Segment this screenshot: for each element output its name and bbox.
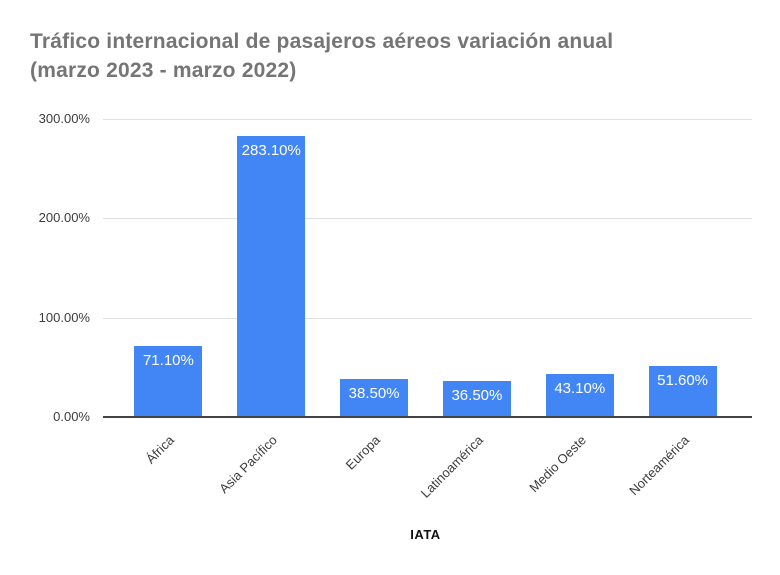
- bar-asia-pacifico[interactable]: [237, 135, 306, 417]
- bar-value-label-europa: 38.50%: [348, 384, 400, 402]
- x-axis-title: IATA: [410, 527, 441, 542]
- chart-title: Tráfico internacional de pasajeros aéreo…: [30, 27, 760, 85]
- chart-title-line-1: Tráfico internacional de pasajeros aéreo…: [30, 30, 614, 53]
- gridline-200: [103, 218, 752, 220]
- bar-value-label-latinoamerica: 36.50%: [451, 386, 503, 404]
- y-tick-label-300: 300.00%: [38, 111, 90, 126]
- chart-title-line-2: (marzo 2023 - marzo 2022): [30, 59, 297, 82]
- bar-value-label-asia-pacifico: 283.10%: [241, 141, 301, 159]
- bar-latinoamerica[interactable]: [442, 380, 511, 417]
- y-tick-label-0: 0.00%: [53, 409, 90, 424]
- bar-medio-oeste[interactable]: [545, 374, 614, 417]
- bar-norteamerica[interactable]: [648, 365, 717, 417]
- y-tick-label-200: 200.00%: [38, 210, 90, 226]
- gridline-100: [103, 317, 752, 319]
- gridline-300: [103, 119, 752, 120]
- bar-europa[interactable]: [340, 378, 409, 417]
- y-tick-label-100: 100.00%: [38, 309, 90, 325]
- bar-value-label-medio-oeste: 43.10%: [554, 380, 606, 398]
- bar-value-label-norteamerica: 51.60%: [657, 371, 709, 389]
- bar-africa[interactable]: [134, 346, 203, 417]
- x-axis-line: [103, 416, 752, 418]
- bar-value-label-africa: 71.10%: [142, 352, 194, 370]
